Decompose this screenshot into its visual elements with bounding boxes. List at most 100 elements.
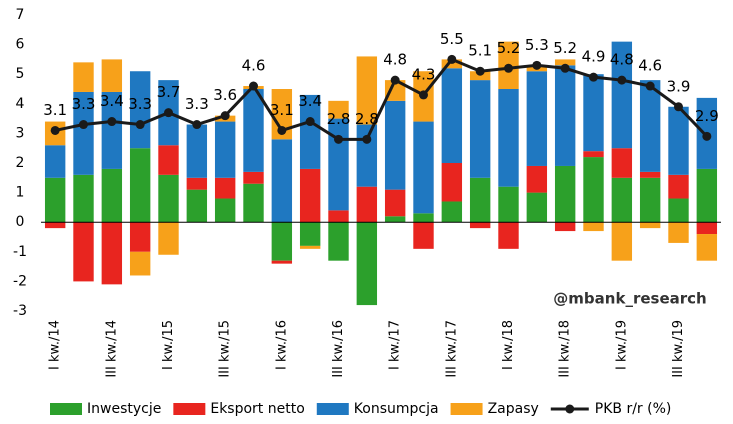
point — [390, 75, 400, 85]
bar — [129, 251, 151, 276]
point — [589, 72, 598, 82]
value-label: 5.1 — [468, 42, 492, 60]
x-tick-label: I kw./17 — [388, 320, 403, 370]
y-tick-label: -1 — [13, 244, 27, 260]
bar — [668, 174, 689, 199]
bar — [639, 171, 661, 178]
point — [135, 120, 145, 130]
point — [305, 117, 315, 127]
value-label: 3.1 — [43, 101, 67, 119]
point — [475, 66, 485, 76]
bar — [668, 222, 689, 243]
bar — [696, 168, 718, 223]
bar — [129, 71, 151, 149]
bar — [271, 222, 293, 261]
point — [560, 63, 570, 73]
value-label: 3.3 — [185, 95, 209, 113]
bar — [384, 189, 406, 217]
y-tick-label: 1 — [16, 185, 25, 201]
value-label: 2.8 — [327, 110, 351, 128]
value-label: 5.2 — [553, 39, 577, 57]
y-tick-label: 3 — [16, 125, 25, 141]
bar — [73, 222, 94, 282]
bar — [611, 148, 633, 178]
point — [532, 60, 542, 70]
bar — [469, 80, 491, 178]
bar — [356, 186, 378, 223]
y-tick-label: 5 — [16, 66, 25, 82]
bar — [44, 177, 66, 223]
x-tick-label: III kw./14 — [104, 320, 119, 378]
bar — [158, 174, 179, 223]
bar — [214, 198, 236, 223]
bar — [101, 91, 123, 169]
value-label: 4.6 — [242, 57, 266, 75]
value-label: 4.3 — [412, 65, 436, 83]
x-tick-label: I kw./14 — [48, 320, 63, 370]
y-tick-label: -2 — [13, 273, 27, 289]
bar — [186, 189, 208, 223]
y-tick-label: 7 — [16, 7, 25, 23]
bar — [101, 59, 123, 92]
point — [447, 54, 457, 64]
bar — [328, 210, 349, 223]
bar — [526, 71, 548, 166]
bar — [356, 56, 378, 125]
x-tick-label: I kw./19 — [614, 320, 629, 370]
bar — [271, 139, 293, 223]
bar — [271, 260, 293, 264]
bar — [356, 124, 378, 187]
point — [617, 75, 627, 85]
bar — [639, 177, 661, 223]
value-label: 3.6 — [213, 86, 237, 104]
line — [54, 57, 708, 141]
bar — [554, 65, 576, 166]
point — [249, 81, 258, 91]
legend-label: Konsumpcja — [354, 401, 439, 417]
x-tick-label: I kw./18 — [501, 320, 516, 370]
bar — [73, 91, 94, 175]
bar — [299, 94, 321, 169]
bar — [526, 192, 548, 223]
bar — [668, 106, 689, 175]
bar — [356, 222, 378, 306]
bar — [328, 100, 349, 119]
value-label: 3.3 — [72, 95, 96, 113]
bar — [186, 177, 208, 190]
value-label: 3.1 — [270, 101, 294, 119]
bar — [413, 121, 434, 214]
bar — [639, 80, 661, 172]
bar — [101, 222, 123, 285]
bar — [526, 165, 548, 193]
bar — [611, 41, 633, 149]
bar — [73, 174, 94, 223]
legend-label: PKB r/r (%) — [595, 401, 672, 417]
bar — [129, 148, 151, 223]
x-tick-label: I kw./15 — [161, 320, 176, 370]
y-tick-label: 2 — [16, 155, 25, 171]
bar — [696, 234, 718, 261]
x-tick-label: III kw./15 — [218, 320, 233, 378]
bar — [611, 222, 633, 261]
bar — [498, 89, 519, 187]
bar — [554, 165, 576, 223]
value-label: 3.4 — [100, 92, 124, 110]
bar — [384, 216, 406, 223]
bar — [441, 68, 463, 163]
bar — [328, 118, 349, 211]
legend-label: Zapasy — [488, 401, 539, 417]
bar — [611, 177, 633, 223]
point — [334, 134, 343, 144]
point — [674, 102, 683, 112]
point — [504, 63, 513, 73]
bar — [498, 222, 519, 249]
bar — [243, 171, 264, 184]
bar — [73, 62, 94, 92]
bar — [583, 157, 604, 223]
value-label: 3.4 — [298, 92, 322, 110]
point — [192, 120, 202, 130]
bar — [299, 245, 321, 249]
bar — [186, 124, 208, 178]
value-label: 4.9 — [582, 48, 606, 66]
